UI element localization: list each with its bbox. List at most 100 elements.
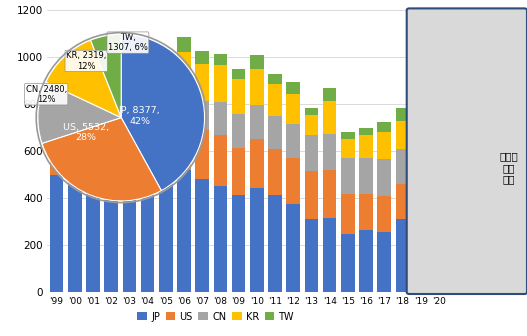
Bar [341, 234, 355, 292]
Bar [268, 116, 282, 149]
Bar [104, 124, 118, 138]
Bar [286, 93, 300, 124]
Bar [286, 158, 300, 204]
Bar [213, 135, 227, 186]
Bar [213, 53, 227, 65]
Bar [286, 204, 300, 292]
Bar [141, 137, 154, 171]
Bar [377, 196, 391, 233]
Bar [196, 64, 209, 101]
Bar [414, 234, 427, 235]
Legend: JP, US, CN, KR, TW: JP, US, CN, KR, TW [133, 308, 298, 326]
Bar [196, 179, 209, 292]
Bar [268, 195, 282, 292]
Bar [141, 122, 154, 137]
Bar [359, 230, 373, 292]
Wedge shape [46, 40, 121, 118]
Bar [213, 186, 227, 292]
Bar [213, 65, 227, 102]
Bar [250, 105, 264, 139]
Bar [341, 158, 355, 194]
Bar [68, 88, 82, 93]
Bar [377, 122, 391, 132]
Bar [414, 236, 427, 247]
Bar [159, 170, 173, 292]
Bar [250, 69, 264, 106]
Bar [141, 96, 154, 102]
Text: KR, 2319,
12%: KR, 2319, 12% [66, 51, 106, 71]
Bar [159, 92, 173, 116]
Bar [286, 82, 300, 93]
Bar [177, 37, 191, 52]
Bar [50, 107, 63, 127]
Bar [86, 138, 100, 172]
Bar [86, 124, 100, 138]
Bar [250, 139, 264, 187]
Bar [122, 122, 136, 139]
Bar [159, 132, 173, 170]
Bar [341, 139, 355, 158]
Bar [268, 74, 282, 84]
Bar [396, 219, 409, 292]
Bar [359, 135, 373, 158]
Wedge shape [42, 118, 161, 201]
Bar [305, 108, 318, 115]
Wedge shape [91, 34, 121, 118]
Bar [104, 138, 118, 171]
Bar [104, 101, 118, 106]
Bar [68, 93, 82, 115]
Wedge shape [38, 82, 121, 143]
Bar [396, 108, 409, 121]
Bar [323, 218, 336, 292]
Bar [177, 115, 191, 170]
Bar [396, 149, 409, 184]
Wedge shape [121, 34, 204, 191]
Bar [250, 55, 264, 69]
Bar [359, 128, 373, 135]
Bar [305, 171, 318, 219]
Bar [86, 104, 100, 124]
Text: US, 5532,
28%: US, 5532, 28% [63, 123, 109, 142]
Bar [323, 101, 336, 133]
Bar [432, 247, 446, 251]
Bar [341, 132, 355, 139]
Bar [396, 121, 409, 149]
Bar [196, 101, 209, 130]
Bar [359, 158, 373, 194]
Bar [268, 84, 282, 116]
Bar [50, 140, 63, 175]
Bar [432, 245, 446, 247]
Bar [177, 89, 191, 115]
Bar [323, 134, 336, 170]
Bar [122, 139, 136, 154]
Bar [68, 167, 82, 292]
Bar [177, 52, 191, 89]
Bar [409, 10, 450, 292]
Bar [359, 194, 373, 230]
Bar [122, 154, 136, 184]
Bar [286, 124, 300, 158]
Bar [377, 233, 391, 292]
Bar [86, 172, 100, 292]
Bar [232, 114, 246, 148]
Bar [196, 51, 209, 64]
Bar [177, 170, 191, 292]
Bar [68, 130, 82, 167]
Bar [432, 251, 446, 277]
Bar [50, 102, 63, 107]
Text: TW,
1307, 6%: TW, 1307, 6% [108, 33, 148, 52]
Bar [104, 171, 118, 292]
Bar [323, 88, 336, 101]
Text: JP, 8377,
42%: JP, 8377, 42% [119, 106, 160, 126]
Bar [414, 247, 427, 259]
Bar [50, 175, 63, 292]
Bar [414, 235, 427, 236]
Bar [50, 127, 63, 140]
Bar [396, 184, 409, 219]
Bar [141, 102, 154, 122]
Bar [305, 115, 318, 135]
Bar [159, 116, 173, 132]
Bar [377, 160, 391, 196]
Bar [432, 277, 446, 283]
Bar [432, 283, 446, 292]
